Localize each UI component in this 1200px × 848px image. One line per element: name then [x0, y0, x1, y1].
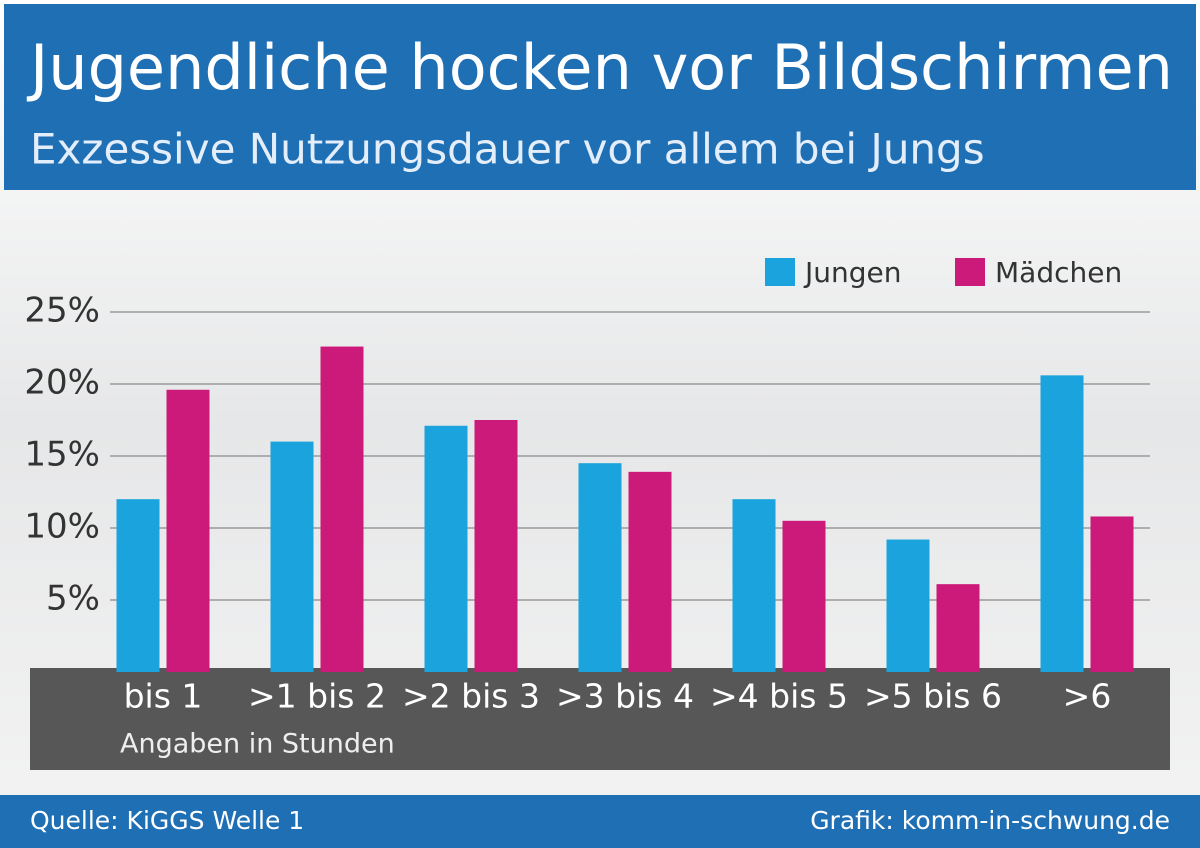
bar — [782, 520, 826, 672]
x-axis-label: Angaben in Stunden — [120, 729, 395, 760]
chart-subtitle: Exzessive Nutzungsdauer vor allem bei Ju… — [30, 125, 985, 174]
y-tick-label: 25% — [24, 291, 100, 331]
bar — [886, 539, 930, 672]
bar — [732, 499, 776, 672]
x-tick-label: >3 bis 4 — [556, 677, 694, 716]
x-tick-label: >4 bis 5 — [710, 677, 848, 716]
footer — [0, 795, 1200, 848]
bar — [166, 389, 210, 672]
x-tick-label: >2 bis 3 — [402, 677, 540, 716]
bar — [424, 425, 468, 672]
legend-label: Mädchen — [995, 256, 1122, 289]
y-tick-label: 10% — [24, 507, 100, 547]
y-tick-label: 20% — [24, 363, 100, 403]
credit: Grafik: komm-in-schwung.de — [810, 806, 1170, 835]
bar — [936, 584, 980, 672]
bar — [320, 346, 364, 672]
source: Quelle: KiGGS Welle 1 — [30, 806, 304, 835]
header — [4, 4, 1196, 190]
x-tick-label: >1 bis 2 — [248, 677, 386, 716]
bar — [578, 463, 622, 672]
legend-swatch — [955, 258, 985, 286]
x-tick-label: bis 1 — [124, 677, 203, 716]
y-tick-label: 5% — [46, 579, 100, 619]
bar — [1090, 516, 1134, 672]
bar — [474, 420, 518, 672]
legend-label: Jungen — [803, 256, 902, 289]
bar — [270, 441, 314, 672]
x-tick-label: >6 — [1063, 677, 1112, 716]
legend-swatch — [765, 258, 795, 286]
y-tick-label: 15% — [24, 435, 100, 475]
chart-title: Jugendliche hocken vor Bildschirmen — [26, 31, 1173, 104]
bar — [116, 499, 160, 672]
category-band — [30, 668, 1170, 770]
x-tick-label: >5 bis 6 — [864, 677, 1002, 716]
bar — [628, 471, 672, 672]
bar — [1040, 375, 1084, 672]
